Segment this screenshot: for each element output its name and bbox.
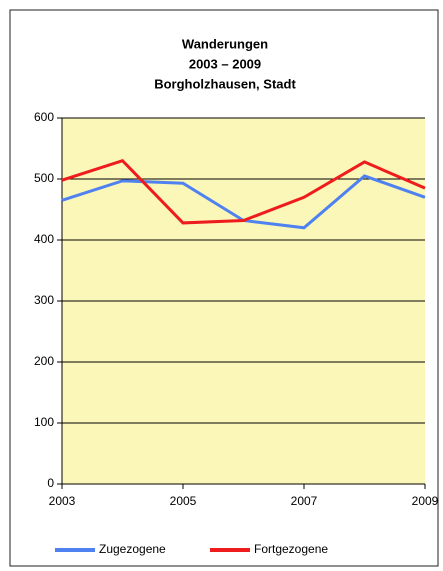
y-tick-label: 300 [34,293,54,307]
y-tick-label: 0 [47,476,54,490]
y-tick-label: 200 [34,354,54,368]
chart-title: Borgholzhausen, Stadt [154,76,296,91]
x-tick-label: 2005 [170,494,197,508]
legend-label: Zugezogene [99,542,166,556]
legend-label: Fortgezogene [254,542,328,556]
chart-title: 2003 – 2009 [189,56,261,71]
y-tick-label: 600 [34,110,54,124]
y-tick-label: 400 [34,232,54,246]
series-line [61,158,426,225]
x-tick-label: 2007 [291,494,318,508]
x-tick-label: 2009 [412,494,439,508]
x-tick-label: 2003 [49,494,76,508]
chart-title: Wanderungen [182,36,268,51]
y-tick-label: 100 [34,415,54,429]
y-tick-label: 500 [34,171,54,185]
